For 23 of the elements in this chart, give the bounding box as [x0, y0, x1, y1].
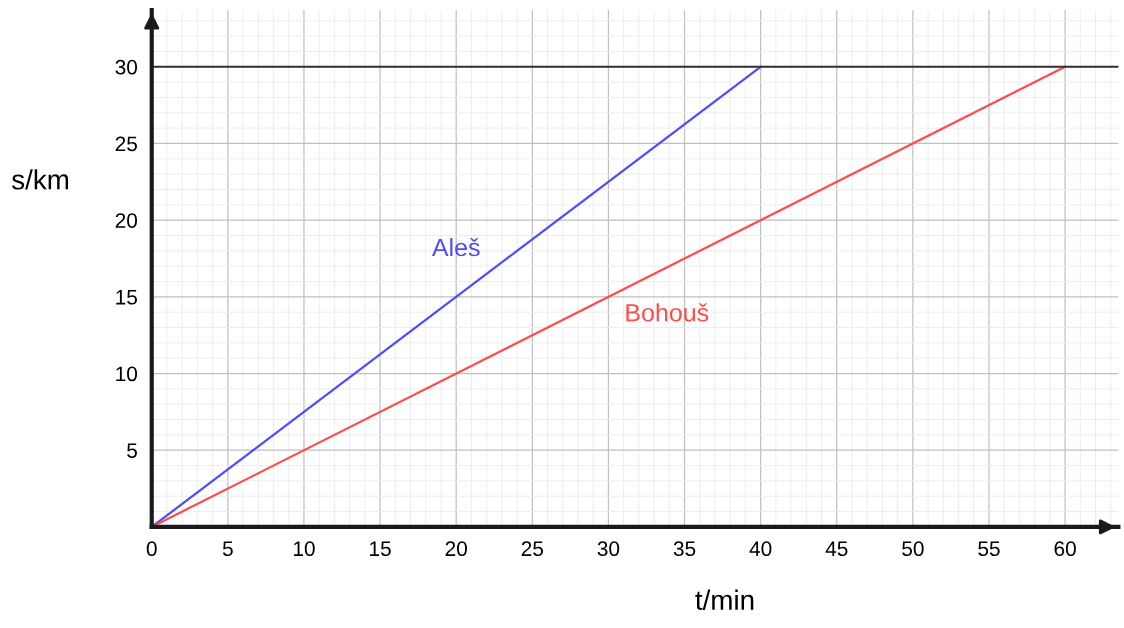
x-tick-label: 55 — [978, 541, 1000, 557]
x-tick-label: 45 — [825, 541, 848, 557]
x-tick-label: 50 — [902, 541, 924, 557]
series-label: Aleš — [431, 237, 480, 257]
y-tick-label: 5 — [127, 443, 137, 458]
x-tick-label: 20 — [445, 541, 467, 557]
y-tick-label: 20 — [115, 213, 138, 228]
y-tick-label: 15 — [116, 290, 137, 305]
x-tick-label: 40 — [749, 541, 772, 557]
y-tick-label: 25 — [115, 136, 137, 152]
x-tick-label: 60 — [1054, 541, 1076, 557]
x-tick-label: 25 — [521, 541, 544, 557]
y-axis-title: s/km — [12, 169, 69, 190]
x-tick-label: 0 — [146, 541, 157, 557]
series-label: Bohouš — [626, 303, 709, 322]
x-tick-label: 5 — [222, 541, 233, 557]
x-tick-label: 10 — [293, 541, 315, 557]
x-tick-label: 35 — [673, 541, 696, 557]
x-tick-label: 15 — [370, 541, 391, 557]
y-tick-label: 30 — [115, 59, 138, 75]
x-axis-title: t/min — [695, 589, 754, 610]
y-tick-label: 10 — [116, 366, 138, 382]
x-tick-label: 30 — [597, 541, 620, 557]
